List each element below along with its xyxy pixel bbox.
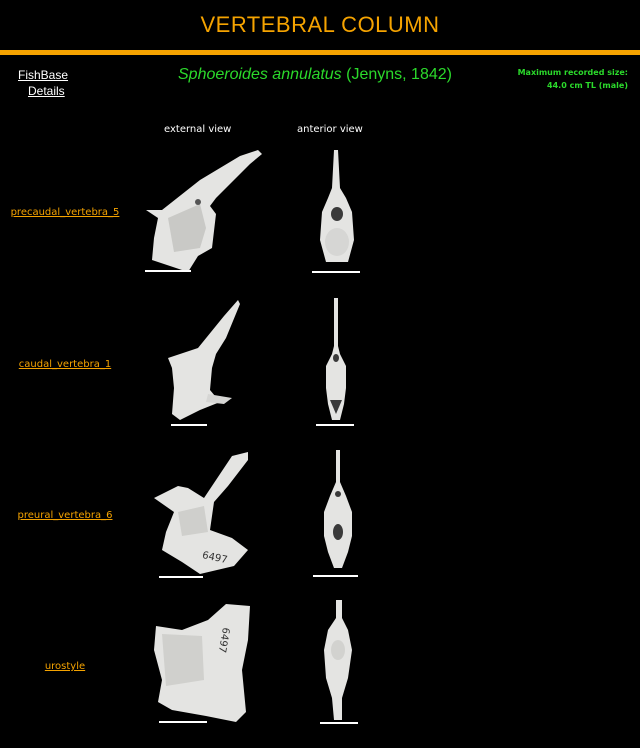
scientific-name: Sphoeroides annulatus [178, 66, 342, 83]
specimen-number-label: 6497 [216, 627, 231, 654]
max-size-info: Maximum recorded size: 44.0 cm TL (male) [518, 66, 628, 92]
precaudal-vertebra-5-anterior-image[interactable] [312, 148, 362, 272]
urostyle-external-image[interactable]: 6497 [152, 600, 252, 726]
scale-bar [313, 575, 358, 577]
anterior-view-header: anterior view [297, 124, 363, 135]
bone-link-caudal-vertebra-1[interactable]: caudal_vertebra_1 [18, 359, 112, 370]
scale-bar [316, 424, 354, 426]
bone-link-preural-vertebra-6[interactable]: preural_vertebra_6 [17, 510, 113, 521]
scale-bar [320, 722, 358, 724]
scale-bar [159, 721, 207, 723]
page-title: VERTEBRAL COLUMN [200, 12, 440, 37]
scale-bar [159, 576, 203, 578]
scale-bar [312, 271, 360, 273]
species-name: Sphoeroides annulatus (Jenyns, 1842) [130, 66, 500, 84]
bone-link-urostyle[interactable]: urostyle [44, 661, 86, 672]
preural-vertebra-6-external-image[interactable]: 6497 [152, 450, 262, 576]
external-view-header: external view [164, 124, 232, 135]
scale-bar [145, 270, 191, 272]
caudal-vertebra-1-anterior-image[interactable] [316, 296, 356, 424]
bone-link-precaudal-vertebra-5[interactable]: precaudal_vertebra_5 [10, 207, 120, 218]
header-divider [0, 50, 640, 55]
fishbase-link[interactable]: FishBase [18, 68, 69, 82]
urostyle-anterior-image[interactable] [318, 598, 358, 724]
specimen-number-label: 6497 [201, 550, 228, 566]
precaudal-vertebra-5-external-image[interactable] [140, 148, 270, 274]
caudal-vertebra-1-external-image[interactable] [160, 298, 250, 424]
details-link[interactable]: Details [28, 84, 65, 98]
max-size-value: 44.0 cm TL (male) [547, 81, 628, 90]
max-size-label: Maximum recorded size: [517, 68, 628, 77]
species-author: (Jenyns, 1842) [346, 66, 452, 83]
scale-bar [171, 424, 207, 426]
preural-vertebra-6-anterior-image[interactable] [318, 448, 358, 574]
